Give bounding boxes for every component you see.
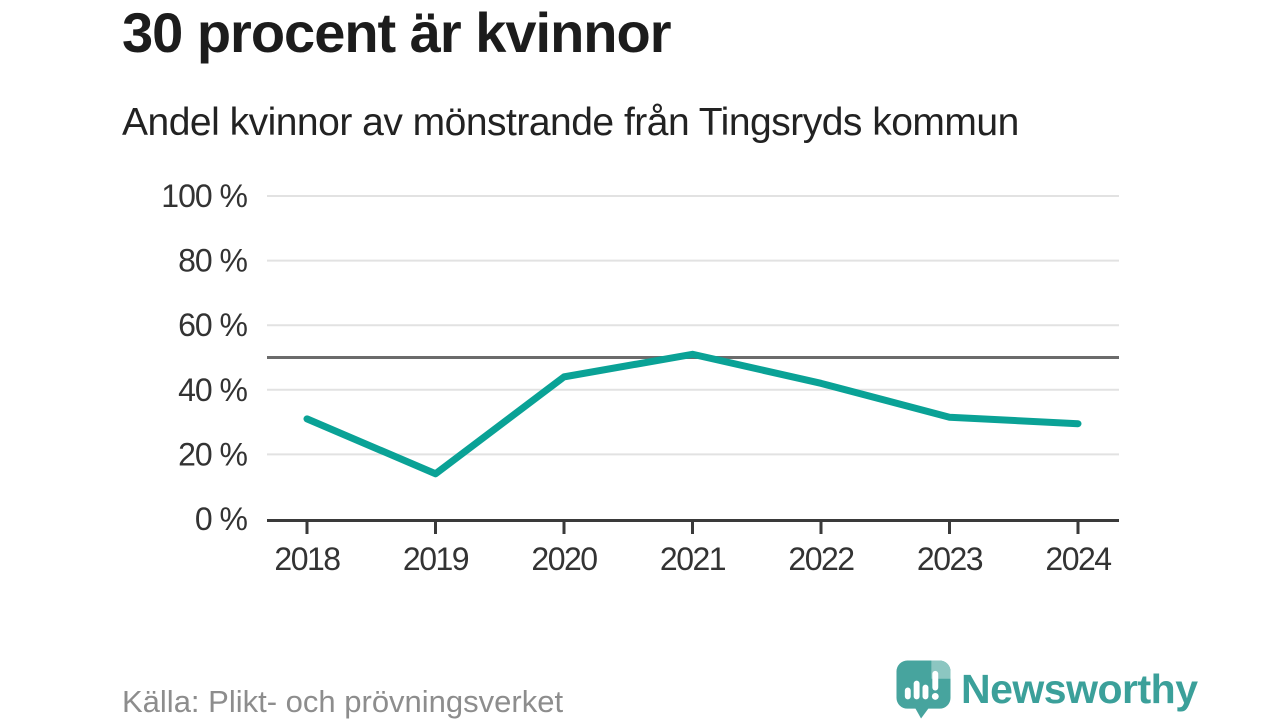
logo-bar-2 <box>913 680 920 700</box>
x-tick-label: 2024 <box>1045 541 1111 577</box>
y-tick-label: 0 % <box>195 501 248 537</box>
y-tick-label: 20 % <box>178 436 247 472</box>
logo-exclamation-dot <box>931 692 939 700</box>
y-tick-label: 100 % <box>161 178 247 214</box>
logo-bar-1 <box>904 687 911 700</box>
x-tick-label: 2019 <box>403 541 469 577</box>
newsworthy-logo: Newsworthy <box>896 660 1198 719</box>
logo-bar-3 <box>922 684 929 700</box>
x-tick-label: 2021 <box>660 541 726 577</box>
logo-exclamation-bar <box>932 670 939 691</box>
chart-subtitle: Andel kvinnor av mönstrande från Tingsry… <box>122 101 1019 144</box>
chart-title: 30 procent är kvinnor <box>122 1 672 64</box>
y-tick-label: 60 % <box>178 307 247 343</box>
x-tick-label: 2020 <box>531 541 597 577</box>
newsworthy-logo-text: Newsworthy <box>961 666 1198 712</box>
x-tick-label: 2022 <box>788 541 854 577</box>
y-tick-label: 40 % <box>178 372 247 408</box>
x-tick-label: 2018 <box>274 541 340 577</box>
source-note: Källa: Plikt- och prövningsverket <box>122 684 564 719</box>
logo-bubble-tail <box>914 707 930 719</box>
newsworthy-logo-icon <box>896 660 951 719</box>
x-tick-label: 2023 <box>917 541 983 577</box>
data-line <box>303 350 1082 478</box>
y-tick-label: 80 % <box>178 243 247 279</box>
